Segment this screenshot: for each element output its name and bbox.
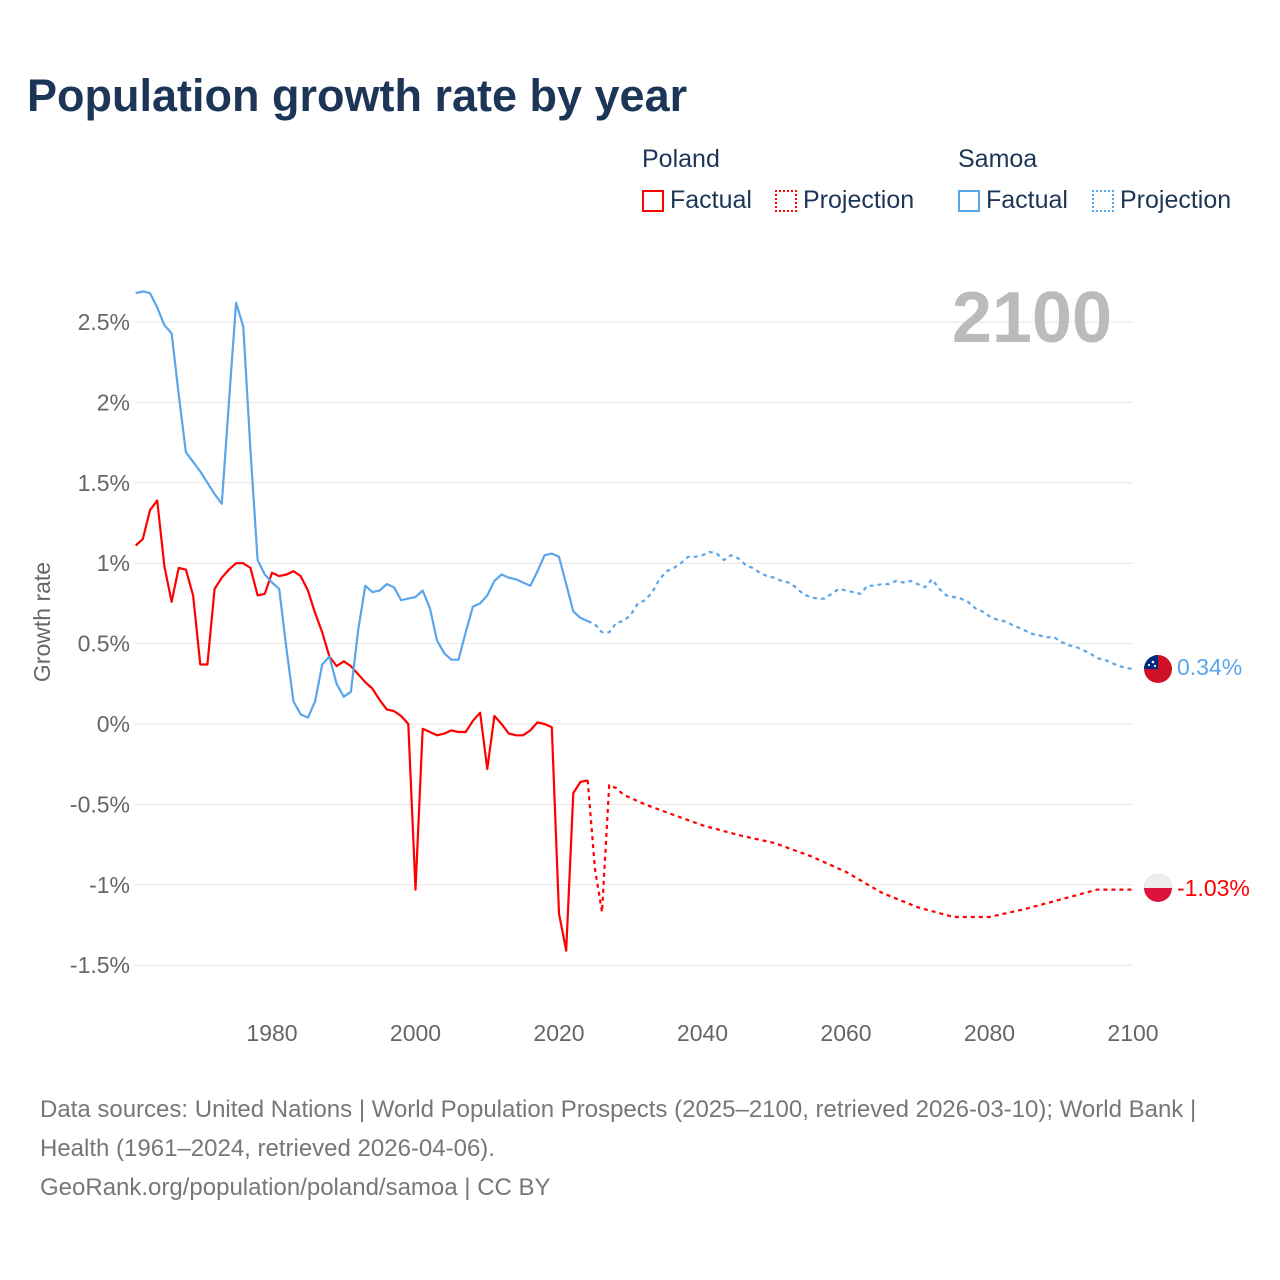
x-tick-label: 1980 xyxy=(246,1020,297,1046)
y-tick-label: 2% xyxy=(97,389,130,415)
year-label: 2100 xyxy=(952,278,1112,358)
legend-poland-factual[interactable]: Factual xyxy=(642,186,752,215)
poland-factual-line xyxy=(134,499,588,952)
x-tick-label: 2000 xyxy=(390,1020,441,1046)
samoa-projection-line xyxy=(587,550,1134,671)
poland-flag-icon xyxy=(1144,874,1172,902)
y-tick-label: 0% xyxy=(97,711,130,737)
data-sources: Data sources: United Nations | World Pop… xyxy=(40,1096,1197,1162)
legend-label: Factual xyxy=(986,186,1068,214)
legend-samoa-factual[interactable]: Factual xyxy=(958,186,1068,215)
samoa-factual-line xyxy=(135,290,589,719)
poland-projection-line xyxy=(586,780,1133,919)
legend-swatch-dotted xyxy=(775,189,797,212)
legend-poland-projection[interactable]: Projection xyxy=(775,186,914,215)
poland-end-label: -1.03% xyxy=(1177,875,1250,901)
y-tick-label: -1.5% xyxy=(70,952,130,978)
legend-group-samoa: Samoa xyxy=(958,145,1038,173)
x-tick-label: 2100 xyxy=(1107,1020,1158,1046)
y-tick-label: 2.5% xyxy=(78,309,130,335)
legend-group-poland: Poland xyxy=(642,145,720,173)
chart-title: Population growth rate by year xyxy=(27,70,688,121)
y-tick-label: 0.5% xyxy=(78,631,130,657)
x-tick-label: 2060 xyxy=(820,1020,871,1046)
samoa-end-label: 0.34% xyxy=(1177,654,1242,680)
y-axis-label: Growth rate xyxy=(29,562,55,682)
y-tick-label: 1% xyxy=(97,550,130,576)
legend-label: Projection xyxy=(1120,186,1232,214)
legend-samoa-projection[interactable]: Projection xyxy=(1092,186,1231,215)
legend-label: Factual xyxy=(670,186,752,214)
y-tick-label: -1% xyxy=(89,872,130,898)
legend-label: Projection xyxy=(803,186,915,214)
legend-swatch-solid xyxy=(642,189,664,212)
x-tick-label: 2080 xyxy=(964,1020,1015,1046)
legend-swatch-dotted xyxy=(1092,189,1114,212)
footer: Data sources: United Nations | World Pop… xyxy=(40,1090,1240,1207)
y-tick-label: -0.5% xyxy=(70,791,130,817)
x-tick-label: 2040 xyxy=(677,1020,728,1046)
samoa-flag-icon xyxy=(1144,655,1172,683)
credit-link[interactable]: GeoRank.org/population/poland/samoa | CC… xyxy=(40,1174,551,1201)
x-tick-label: 2020 xyxy=(533,1020,584,1046)
legend-swatch-solid xyxy=(958,189,980,212)
y-tick-label: 1.5% xyxy=(78,470,130,496)
